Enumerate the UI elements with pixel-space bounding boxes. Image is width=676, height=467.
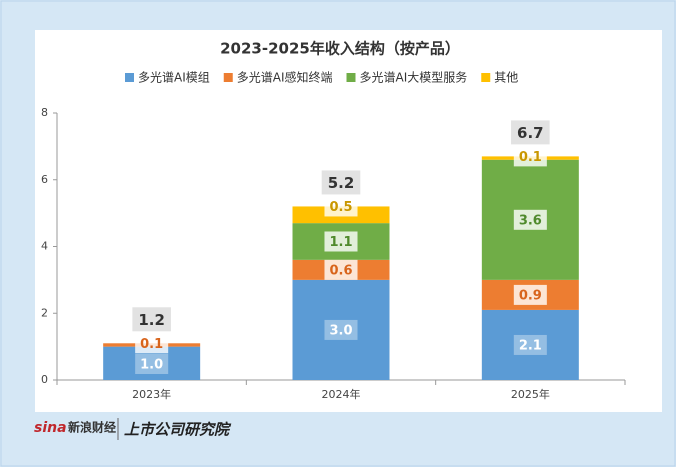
legend-label: 多光谱AI模组 <box>138 71 210 85</box>
total-label: 5.2 <box>328 174 355 192</box>
legend-label: 多光谱AI感知终端 <box>237 70 333 85</box>
data-label-box <box>513 284 547 305</box>
data-label-box <box>513 146 547 167</box>
data-label-box <box>135 354 169 374</box>
data-label-box <box>513 334 547 355</box>
data-label-box <box>324 196 358 217</box>
legend-swatch <box>346 73 356 82</box>
x-tick-label: 2025年 <box>511 387 550 401</box>
data-label: 2.1 <box>519 338 542 353</box>
data-label: 0.9 <box>519 288 542 303</box>
legend-label: 其他 <box>494 71 518 85</box>
y-tick-label: 8 <box>41 106 48 119</box>
x-tick-label: 2024年 <box>322 387 361 401</box>
legend-swatch <box>481 73 491 82</box>
total-label: 1.2 <box>138 311 165 329</box>
logo-text: 新浪财经 <box>68 420 116 435</box>
legend-swatch <box>125 73 134 82</box>
total-label-box <box>132 307 171 332</box>
legend-label: 多光谱AI大模型服务 <box>360 70 468 85</box>
data-label: 0.6 <box>329 263 352 278</box>
bar-segment <box>292 279 390 380</box>
logo-text: 上市公司研究院 <box>124 421 232 439</box>
total-label-box <box>511 120 550 145</box>
data-label: 0.5 <box>329 200 352 215</box>
data-label: 3.6 <box>519 213 542 228</box>
data-label: 0.1 <box>140 337 163 352</box>
legend: 多光谱AI模组 多光谱AI感知终端 多光谱AI大模型服务 其他 <box>125 70 518 85</box>
data-label: 3.0 <box>329 323 352 338</box>
chart-title: 2023-2025年收入结构（按产品） <box>220 40 460 58</box>
data-label: 0.1 <box>519 150 542 165</box>
data-label-box <box>324 231 358 252</box>
data-label: 1.0 <box>140 358 163 373</box>
total-label-box <box>321 170 361 195</box>
y-tick-label: 0 <box>41 373 48 386</box>
data-label-box <box>513 209 547 230</box>
legend-swatch <box>223 73 233 82</box>
y-tick-label: 6 <box>41 173 48 186</box>
data-label-box <box>135 333 169 354</box>
data-label-box <box>324 259 358 280</box>
y-tick-label: 2 <box>41 306 48 319</box>
logo-prefix: sina <box>34 420 67 436</box>
y-tick-label: 4 <box>41 240 48 253</box>
x-tick-label: 2023年 <box>132 387 171 401</box>
total-label: 6.7 <box>517 124 544 142</box>
data-label: 1.1 <box>329 235 352 250</box>
data-label-box <box>324 319 358 340</box>
bar-segment <box>481 309 579 380</box>
